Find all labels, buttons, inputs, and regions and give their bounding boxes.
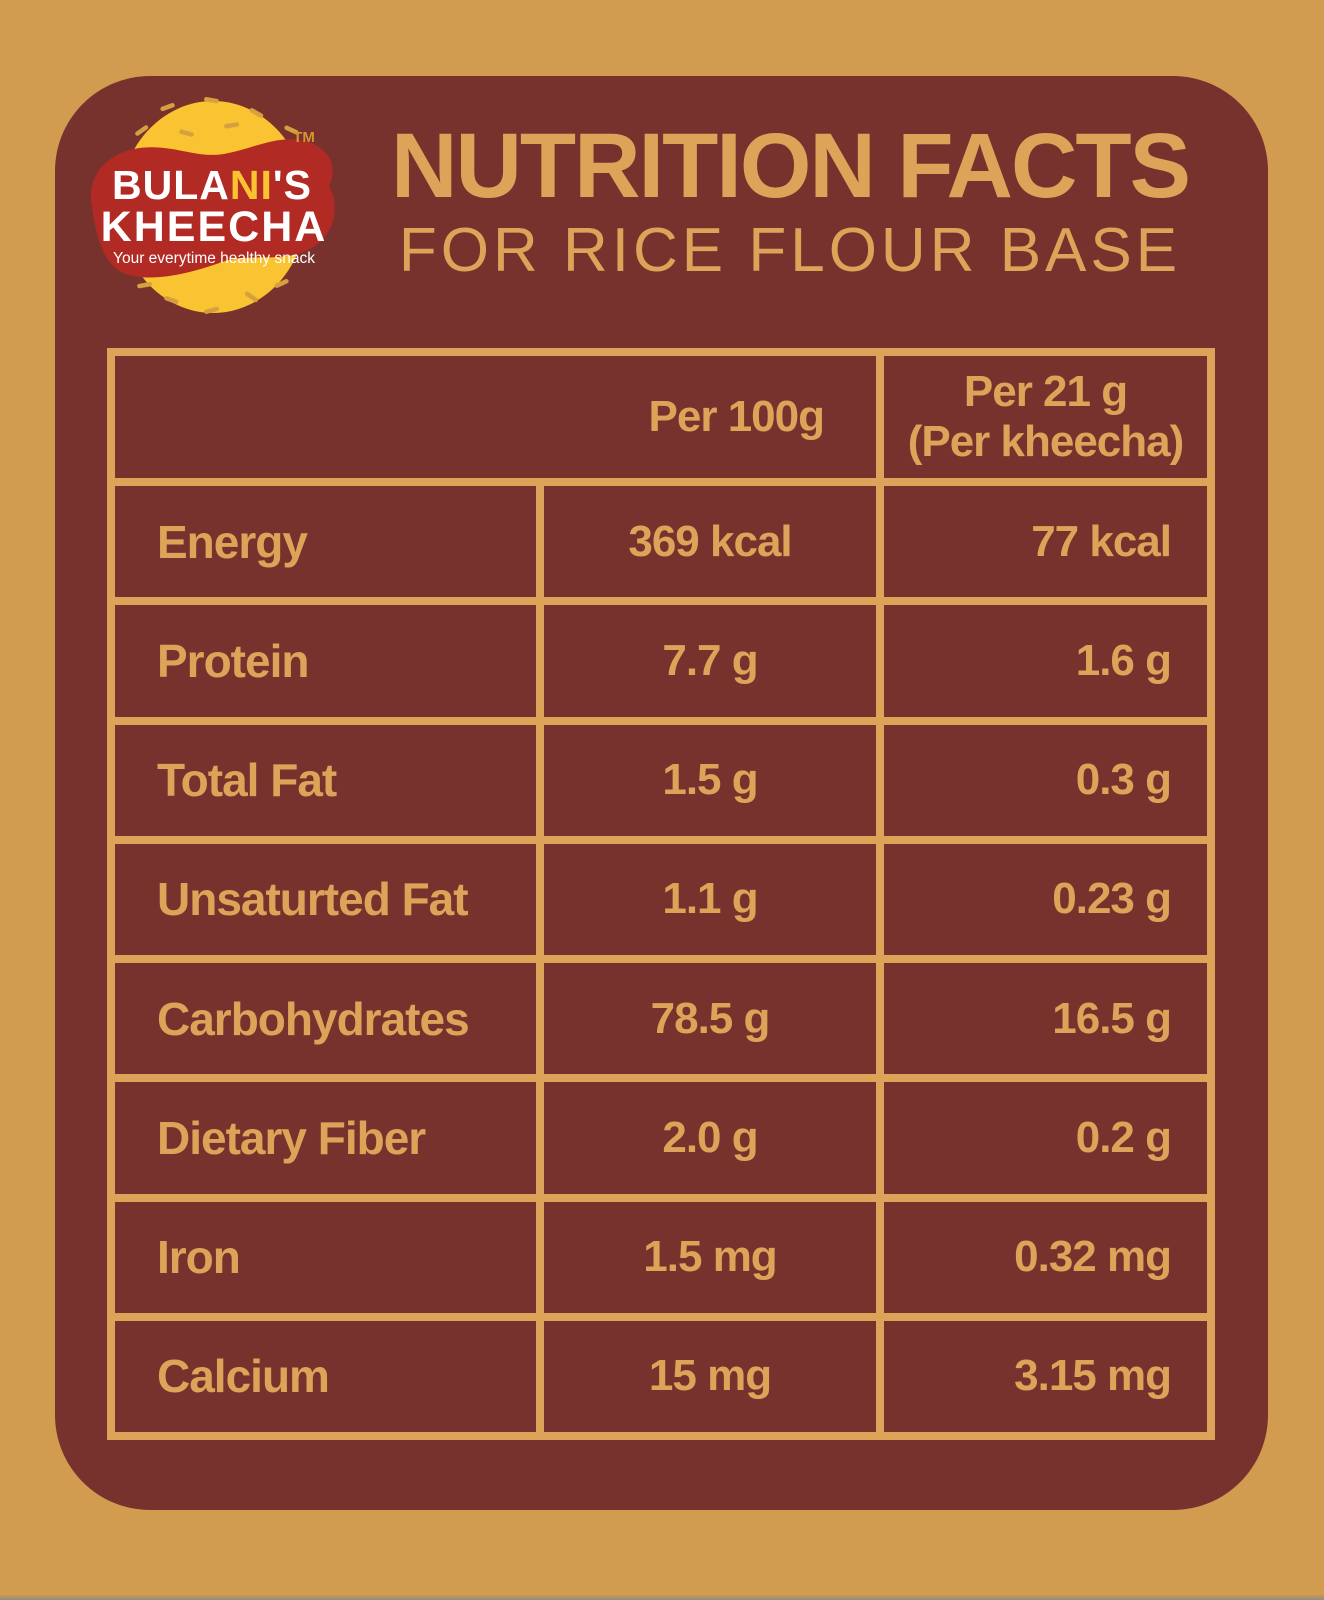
- value-per-100g: 2.0 g: [544, 1082, 876, 1194]
- value-per-100g: 1.5 mg: [544, 1201, 876, 1313]
- cracker-seeds-icon: [135, 96, 299, 314]
- nutrient-label: Dietary Fiber: [115, 1082, 536, 1194]
- brand-logo: BULANI'S KHEECHA Your everytime healthy …: [82, 85, 342, 335]
- value-per-21g: 77 kcal: [884, 486, 1207, 598]
- brand-name-highlight: NI: [230, 162, 273, 208]
- value-per-100g: 1.1 g: [544, 843, 876, 955]
- image-bottom-edge: [0, 1595, 1324, 1600]
- value-per-100g: 369 kcal: [544, 486, 876, 598]
- value-per-100g: 7.7 g: [544, 605, 876, 717]
- nutrient-label: Carbohydrates: [115, 963, 536, 1075]
- brand-logo-graphic: BULANI'S KHEECHA Your everytime healthy …: [90, 96, 335, 314]
- value-per-100g: 78.5 g: [544, 963, 876, 1075]
- column-header-per-100g: Per 100g: [115, 356, 876, 478]
- nutrient-label: Unsaturted Fat: [115, 843, 536, 955]
- nutrition-table: Per 100g Per 21 g (Per kheecha) Energy 36…: [107, 348, 1215, 1440]
- value-per-100g: 1.5 g: [544, 724, 876, 836]
- nutrient-label: Protein: [115, 605, 536, 717]
- value-per-21g: 0.2 g: [884, 1082, 1207, 1194]
- value-per-21g: 0.23 g: [884, 843, 1207, 955]
- per-21g-header-line1: Per 21 g: [963, 366, 1128, 416]
- brand-name-part3: 'S: [273, 162, 312, 208]
- title-block: NUTRITION FACTS FOR RICE FLOUR BASE: [355, 120, 1225, 282]
- value-per-21g: 1.6 g: [884, 605, 1207, 717]
- value-per-100g: 15 mg: [544, 1320, 876, 1432]
- per-21g-header-line2: (Per kheecha): [907, 417, 1185, 466]
- value-per-21g: 3.15 mg: [884, 1320, 1207, 1432]
- brand-name-line2: KHEECHA: [101, 203, 328, 251]
- brand-name-part1: BULA: [112, 162, 230, 208]
- nutrient-label: Iron: [115, 1201, 536, 1313]
- value-per-21g: 16.5 g: [884, 963, 1207, 1075]
- nutrient-label: Calcium: [115, 1320, 536, 1432]
- brand-name-line1: BULANI'S: [112, 162, 312, 208]
- nutrient-label: Total Fat: [115, 724, 536, 836]
- label-panel: BULANI'S KHEECHA Your everytime healthy …: [55, 76, 1268, 1510]
- brand-tagline: Your everytime healthy snack: [113, 250, 315, 267]
- column-header-per-21g: Per 21 g (Per kheecha): [884, 356, 1207, 478]
- page-subtitle: FOR RICE FLOUR BASE: [398, 216, 1182, 285]
- logo-red-ribbon: [90, 139, 335, 278]
- trademark-symbol: TM: [293, 129, 315, 146]
- value-per-21g: 0.32 mg: [884, 1201, 1207, 1313]
- value-per-21g: 0.3 g: [884, 724, 1207, 836]
- nutrient-label: Energy: [115, 486, 536, 598]
- page-title: NUTRITION FACTS: [391, 115, 1191, 217]
